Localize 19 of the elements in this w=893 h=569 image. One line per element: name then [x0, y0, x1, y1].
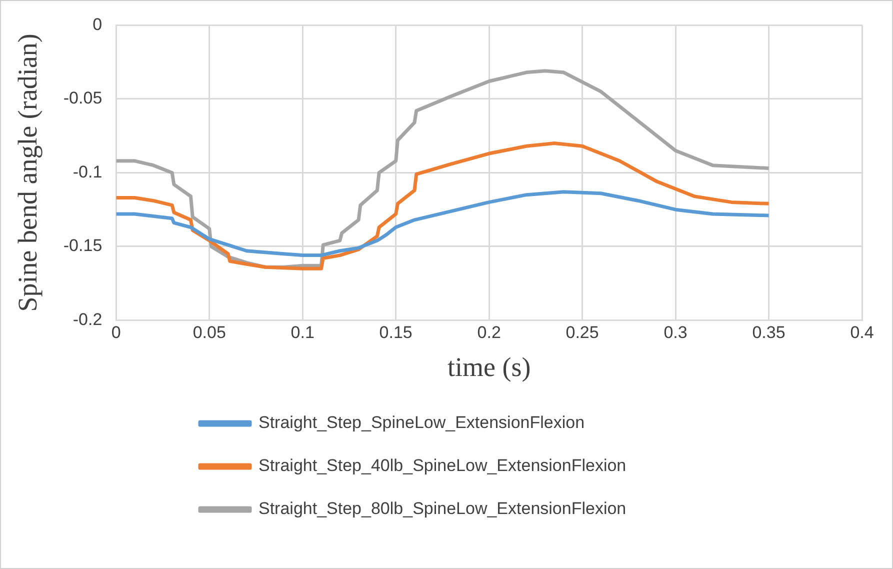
legend-label: Straight_Step_40lb_SpineLow_ExtensionFlexion: [258, 456, 626, 476]
y-tick-label: -0.15: [63, 236, 102, 256]
x-tick-label: 0.1: [290, 323, 314, 342]
x-tick-label: 0.35: [752, 323, 786, 342]
x-tick-label: 0.15: [379, 323, 412, 342]
y-axis-title: Spine bend angle (radian): [12, 34, 42, 312]
y-tick-label: 0: [92, 14, 102, 34]
y-tick-label: -0.2: [72, 310, 102, 329]
legend-label: Straight_Step_80lb_SpineLow_ExtensionFlexion: [258, 499, 626, 518]
y-tick-label: -0.05: [63, 88, 102, 108]
x-tick-label: 0.2: [477, 323, 501, 342]
y-tick-label: -0.1: [72, 162, 102, 182]
x-tick-label: 0.4: [850, 323, 874, 342]
x-axis-title: time (s): [447, 352, 531, 382]
legend-label: Straight_Step_SpineLow_ExtensionFlexion: [258, 413, 585, 432]
x-tick-label: 0: [111, 323, 121, 342]
x-tick-label: 0.05: [192, 323, 226, 342]
x-tick-label: 0.3: [664, 323, 688, 342]
x-tick-label: 0.25: [566, 323, 599, 342]
